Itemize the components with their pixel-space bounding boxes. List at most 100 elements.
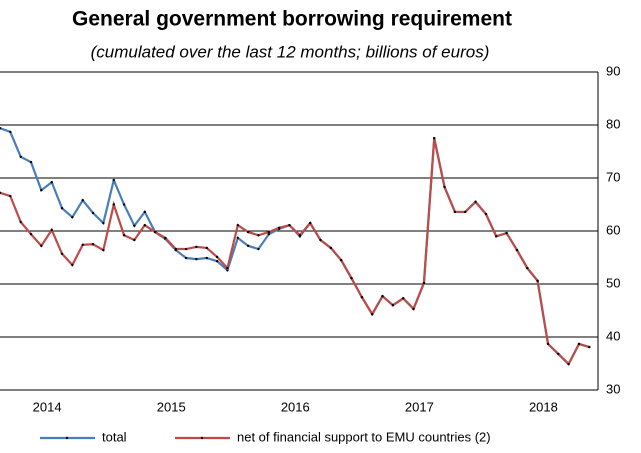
point: [184, 247, 188, 251]
point: [143, 210, 146, 214]
point: [515, 248, 519, 252]
point: [71, 216, 74, 219]
point: [360, 296, 364, 299]
point: [112, 178, 115, 182]
y-tick-label: 40: [606, 328, 620, 343]
point: [402, 297, 405, 300]
point: [277, 226, 281, 230]
series-line: [0, 127, 590, 366]
point: [495, 235, 498, 238]
x-tick-label: 2016: [281, 399, 310, 414]
point: [329, 246, 333, 250]
point: [588, 345, 591, 349]
point: [391, 304, 395, 307]
point: [91, 211, 95, 215]
point: [195, 257, 198, 261]
point: [236, 236, 240, 240]
point: [60, 252, 64, 255]
legend-marker: [65, 436, 69, 440]
point: [19, 220, 22, 224]
series-line: [0, 138, 590, 366]
point: [339, 258, 343, 262]
point: [433, 137, 436, 140]
legend-label: total: [102, 429, 127, 444]
point: [546, 342, 550, 346]
point: [474, 200, 477, 204]
point: [484, 212, 488, 216]
y-tick-label: 70: [606, 169, 620, 184]
point: [19, 155, 22, 158]
point: [412, 307, 415, 311]
point: [50, 228, 53, 232]
y-tick-label: 60: [606, 222, 620, 237]
point: [505, 231, 508, 235]
chart-subtitle: (cumulated over the last 12 months; bill…: [91, 42, 490, 61]
point: [557, 352, 560, 356]
point: [122, 203, 126, 206]
point: [236, 223, 240, 227]
point: [195, 245, 198, 249]
point: [102, 221, 105, 225]
point: [298, 234, 302, 237]
point: [60, 207, 64, 210]
y-tick-label: 30: [606, 381, 620, 396]
point: [453, 210, 457, 214]
point: [174, 247, 178, 251]
point: [567, 362, 570, 366]
point: [205, 256, 209, 260]
point: [122, 234, 126, 237]
point: [288, 223, 291, 227]
point: [267, 232, 271, 236]
point: [184, 256, 188, 260]
y-tick-label: 90: [606, 63, 620, 78]
x-tick-label: 2014: [33, 399, 62, 414]
point: [9, 130, 12, 134]
point: [0, 126, 2, 130]
x-tick-label: 2017: [405, 399, 434, 414]
point: [29, 160, 33, 164]
point: [443, 185, 446, 189]
point: [257, 234, 260, 237]
point: [81, 199, 84, 202]
point: [102, 248, 105, 252]
point: [50, 181, 53, 184]
point: [164, 236, 167, 240]
legend-label: net of financial support to EMU countrie…: [237, 429, 491, 444]
point: [112, 203, 115, 206]
point: [29, 232, 33, 236]
point: [205, 246, 209, 250]
legend-marker: [200, 436, 204, 440]
point: [40, 188, 43, 192]
point: [577, 342, 581, 346]
point: [246, 244, 250, 248]
point: [133, 224, 136, 227]
point: [308, 221, 312, 225]
point: [143, 223, 146, 227]
chart-title: General government borrowing requirement: [72, 8, 512, 31]
point: [215, 255, 219, 259]
point: [370, 313, 374, 316]
y-tick-label: 50: [606, 275, 620, 290]
point: [0, 191, 2, 195]
point: [226, 266, 229, 270]
point: [267, 230, 271, 234]
x-tick-label: 2015: [157, 399, 186, 414]
x-tick-label: 2018: [529, 399, 558, 414]
point: [526, 266, 529, 270]
point: [464, 210, 467, 214]
point: [133, 238, 136, 242]
point: [91, 243, 95, 246]
point: [40, 244, 43, 248]
point: [153, 230, 157, 234]
y-tick-label: 80: [606, 116, 620, 131]
point: [381, 294, 384, 298]
point: [257, 247, 260, 251]
point: [350, 276, 353, 280]
point: [246, 230, 250, 234]
point: [9, 194, 12, 198]
point: [422, 281, 426, 285]
point: [319, 238, 322, 242]
point: [215, 260, 219, 263]
point: [71, 263, 74, 267]
